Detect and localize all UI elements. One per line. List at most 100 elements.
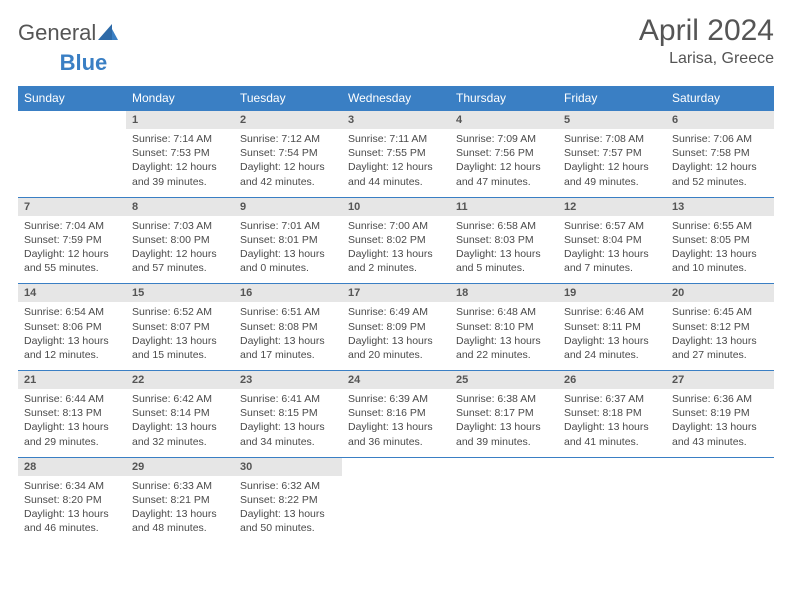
day-sr: Sunrise: 6:45 AM: [672, 305, 768, 319]
day-number: 28: [18, 457, 126, 476]
day-sr: Sunrise: 6:41 AM: [240, 392, 336, 406]
day-detail: Sunrise: 6:58 AMSunset: 8:03 PMDaylight:…: [450, 216, 558, 284]
day-d1: Daylight: 12 hours: [240, 160, 336, 174]
day-d2: and 7 minutes.: [564, 261, 660, 275]
day-ss: Sunset: 8:08 PM: [240, 320, 336, 334]
day-sr: Sunrise: 7:08 AM: [564, 132, 660, 146]
day-detail: [450, 476, 558, 544]
day-ss: Sunset: 8:22 PM: [240, 493, 336, 507]
day-ss: Sunset: 8:00 PM: [132, 233, 228, 247]
day-sr: Sunrise: 6:39 AM: [348, 392, 444, 406]
day-detail: Sunrise: 6:55 AMSunset: 8:05 PMDaylight:…: [666, 216, 774, 284]
day-number: 8: [126, 197, 234, 216]
day-d2: and 32 minutes.: [132, 435, 228, 449]
day-detail: Sunrise: 7:09 AMSunset: 7:56 PMDaylight:…: [450, 129, 558, 197]
day-d1: Daylight: 12 hours: [24, 247, 120, 261]
day-detail: Sunrise: 7:06 AMSunset: 7:58 PMDaylight:…: [666, 129, 774, 197]
day-ss: Sunset: 8:16 PM: [348, 406, 444, 420]
day-sr: Sunrise: 6:57 AM: [564, 219, 660, 233]
day-number: 2: [234, 111, 342, 130]
day-d1: Daylight: 13 hours: [672, 420, 768, 434]
day-detail: Sunrise: 6:51 AMSunset: 8:08 PMDaylight:…: [234, 302, 342, 370]
month-title: April 2024: [639, 14, 774, 48]
day-d1: Daylight: 13 hours: [132, 420, 228, 434]
day-d2: and 10 minutes.: [672, 261, 768, 275]
daynum-row: 21222324252627: [18, 371, 774, 390]
day-d2: and 50 minutes.: [240, 521, 336, 535]
day-detail: Sunrise: 6:48 AMSunset: 8:10 PMDaylight:…: [450, 302, 558, 370]
detail-row: Sunrise: 6:34 AMSunset: 8:20 PMDaylight:…: [18, 476, 774, 544]
day-d1: Daylight: 13 hours: [240, 507, 336, 521]
day-d2: and 55 minutes.: [24, 261, 120, 275]
day-sr: Sunrise: 6:42 AM: [132, 392, 228, 406]
day-d2: and 39 minutes.: [132, 175, 228, 189]
day-number: 25: [450, 371, 558, 390]
day-d2: and 0 minutes.: [240, 261, 336, 275]
day-detail: Sunrise: 7:00 AMSunset: 8:02 PMDaylight:…: [342, 216, 450, 284]
day-ss: Sunset: 8:05 PM: [672, 233, 768, 247]
calendar-body: SundayMondayTuesdayWednesdayThursdayFrid…: [18, 86, 774, 543]
weekday-header: Thursday: [450, 86, 558, 111]
day-detail: Sunrise: 6:49 AMSunset: 8:09 PMDaylight:…: [342, 302, 450, 370]
day-d2: and 52 minutes.: [672, 175, 768, 189]
day-sr: Sunrise: 7:12 AM: [240, 132, 336, 146]
day-ss: Sunset: 8:13 PM: [24, 406, 120, 420]
day-d2: and 24 minutes.: [564, 348, 660, 362]
day-d1: Daylight: 12 hours: [348, 160, 444, 174]
day-detail: Sunrise: 6:46 AMSunset: 8:11 PMDaylight:…: [558, 302, 666, 370]
day-number: 26: [558, 371, 666, 390]
day-d2: and 49 minutes.: [564, 175, 660, 189]
day-detail: [558, 476, 666, 544]
day-number: 7: [18, 197, 126, 216]
day-ss: Sunset: 8:20 PM: [24, 493, 120, 507]
day-d1: Daylight: 12 hours: [132, 160, 228, 174]
title-block: April 2024 Larisa, Greece: [639, 14, 774, 68]
day-sr: Sunrise: 6:34 AM: [24, 479, 120, 493]
day-d2: and 43 minutes.: [672, 435, 768, 449]
day-d1: Daylight: 12 hours: [672, 160, 768, 174]
day-number: 20: [666, 284, 774, 303]
day-d1: Daylight: 13 hours: [24, 420, 120, 434]
day-sr: Sunrise: 6:46 AM: [564, 305, 660, 319]
day-number: 5: [558, 111, 666, 130]
day-detail: Sunrise: 7:04 AMSunset: 7:59 PMDaylight:…: [18, 216, 126, 284]
day-ss: Sunset: 8:17 PM: [456, 406, 552, 420]
day-ss: Sunset: 7:53 PM: [132, 146, 228, 160]
day-d1: Daylight: 13 hours: [24, 507, 120, 521]
day-ss: Sunset: 8:06 PM: [24, 320, 120, 334]
detail-row: Sunrise: 7:14 AMSunset: 7:53 PMDaylight:…: [18, 129, 774, 197]
day-d1: Daylight: 13 hours: [240, 247, 336, 261]
day-number: [450, 457, 558, 476]
day-detail: [342, 476, 450, 544]
day-d2: and 29 minutes.: [24, 435, 120, 449]
day-d2: and 2 minutes.: [348, 261, 444, 275]
day-d1: Daylight: 13 hours: [456, 420, 552, 434]
day-number: 23: [234, 371, 342, 390]
day-d1: Daylight: 13 hours: [348, 420, 444, 434]
day-ss: Sunset: 8:09 PM: [348, 320, 444, 334]
weekday-row: SundayMondayTuesdayWednesdayThursdayFrid…: [18, 86, 774, 111]
detail-row: Sunrise: 6:54 AMSunset: 8:06 PMDaylight:…: [18, 302, 774, 370]
day-ss: Sunset: 8:07 PM: [132, 320, 228, 334]
day-d2: and 57 minutes.: [132, 261, 228, 275]
day-ss: Sunset: 8:21 PM: [132, 493, 228, 507]
day-d1: Daylight: 13 hours: [672, 334, 768, 348]
day-ss: Sunset: 8:02 PM: [348, 233, 444, 247]
day-number: [18, 111, 126, 130]
detail-row: Sunrise: 7:04 AMSunset: 7:59 PMDaylight:…: [18, 216, 774, 284]
day-detail: Sunrise: 6:37 AMSunset: 8:18 PMDaylight:…: [558, 389, 666, 457]
day-d1: Daylight: 13 hours: [240, 420, 336, 434]
day-detail: Sunrise: 6:42 AMSunset: 8:14 PMDaylight:…: [126, 389, 234, 457]
day-sr: Sunrise: 7:11 AM: [348, 132, 444, 146]
day-sr: Sunrise: 6:49 AM: [348, 305, 444, 319]
day-d2: and 41 minutes.: [564, 435, 660, 449]
day-ss: Sunset: 7:57 PM: [564, 146, 660, 160]
day-number: 29: [126, 457, 234, 476]
sail-icon: [98, 24, 118, 42]
day-number: 9: [234, 197, 342, 216]
day-ss: Sunset: 8:18 PM: [564, 406, 660, 420]
day-detail: Sunrise: 6:57 AMSunset: 8:04 PMDaylight:…: [558, 216, 666, 284]
day-number: [558, 457, 666, 476]
day-detail: Sunrise: 6:36 AMSunset: 8:19 PMDaylight:…: [666, 389, 774, 457]
day-d1: Daylight: 13 hours: [132, 334, 228, 348]
